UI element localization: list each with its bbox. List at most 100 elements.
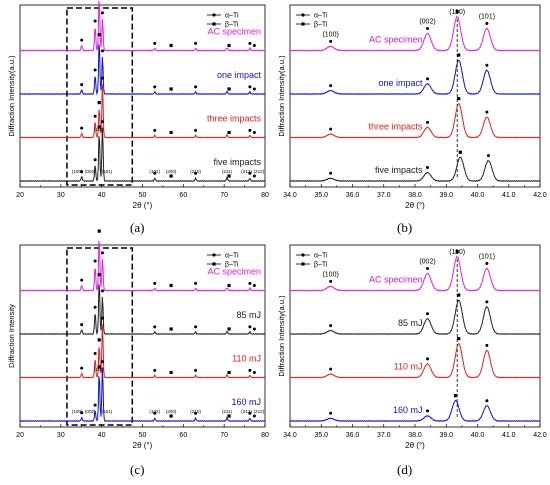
x-tick-label: 42.0: [533, 432, 547, 439]
x-tick-label: 70: [220, 432, 228, 439]
alpha-ti-marker: [80, 411, 84, 415]
alpha-ti-marker: [426, 409, 429, 413]
beta-ti-marker: [97, 100, 101, 105]
miller-index-label: (200): [166, 169, 177, 174]
alpha-ti-marker: [194, 85, 198, 89]
alpha-ti-marker: [100, 251, 104, 255]
series-label: AC specimen: [207, 27, 261, 37]
legend-beta-marker: [301, 262, 305, 266]
beta-ti-marker: [227, 130, 231, 135]
legend-beta-marker: [212, 22, 216, 26]
alpha-ti-marker: [93, 305, 97, 309]
y-axis-label: Diffraction Intensity(a.u.): [7, 55, 16, 137]
alpha-ti-marker: [248, 41, 252, 45]
miller-index-label: (110): [94, 127, 105, 132]
alpha-ti-marker: [485, 110, 489, 114]
alpha-ti-marker: [485, 261, 489, 265]
miller-index-label: (210): [190, 409, 201, 414]
alpha-ti-marker: [153, 368, 157, 372]
alpha-ti-marker: [80, 83, 84, 87]
series-label: AC specimen: [369, 35, 423, 45]
peak-index-label: (101): [479, 253, 495, 260]
series-line: [19, 84, 266, 139]
alpha-ti-marker: [485, 300, 489, 304]
beta-ti-marker: [455, 249, 459, 254]
series-line: [289, 343, 541, 379]
alpha-ti-marker: [93, 19, 97, 23]
alpha-ti-marker: [93, 114, 97, 118]
x-tick-label: 50: [139, 192, 147, 199]
miller-index-label: (200): [166, 409, 177, 414]
x-axis-label: 2θ (°): [133, 441, 153, 450]
alpha-ti-marker: [252, 87, 256, 91]
peak-index-label: (100): [322, 31, 338, 38]
legend-label: α–Ti: [314, 253, 328, 260]
alpha-ti-marker: [100, 316, 104, 320]
legend-label: α–Ti: [225, 13, 239, 20]
legend-label: α–Ti: [225, 253, 239, 260]
series-line: [19, 284, 266, 336]
alpha-ti-marker: [80, 38, 84, 42]
series-line: [289, 256, 541, 292]
beta-ti-marker: [227, 174, 231, 178]
series-label: five impacts: [375, 165, 423, 175]
beta-ti-marker: [457, 336, 461, 341]
alpha-ti-marker: [153, 411, 157, 415]
alpha-ti-marker: [93, 259, 97, 263]
series-line: [289, 59, 541, 95]
alpha-ti-marker: [80, 278, 84, 282]
x-tick-label: 34.0: [283, 432, 297, 439]
beta-ti-marker: [97, 365, 101, 369]
alpha-ti-marker: [329, 39, 333, 43]
alpha-ti-marker: [248, 411, 252, 415]
legend-label: β–Ti: [225, 262, 239, 269]
beta-ti-marker: [169, 43, 173, 48]
series-label: three impacts: [207, 114, 262, 124]
series-label: five impacts: [213, 157, 261, 167]
x-tick-label: 37.0: [377, 192, 391, 199]
miller-index-label: (101): [102, 409, 113, 414]
series-label: AC specimen: [207, 267, 261, 277]
peak-index-label: (110): [449, 9, 465, 16]
beta-ti-marker: [169, 414, 173, 418]
y-axis-label: Diffraction Intensity: [7, 304, 16, 368]
beta-ti-marker: [227, 414, 231, 418]
alpha-ti-marker: [426, 267, 429, 271]
series-line: [19, 367, 266, 423]
alpha-ti-marker: [485, 343, 489, 347]
series-label: one impact: [217, 70, 262, 80]
x-tick-label: 40: [98, 192, 106, 199]
beta-ti-marker: [169, 87, 173, 91]
miller-index-label: (210): [190, 169, 201, 174]
alpha-ti-marker: [486, 154, 490, 158]
alpha-ti-marker: [100, 49, 104, 53]
beta-ti-marker: [169, 283, 173, 288]
alpha-ti-marker: [485, 399, 489, 403]
series-line: [19, 127, 266, 183]
beta-ti-marker: [97, 33, 101, 37]
miller-index-label: (101): [102, 169, 113, 174]
panel-label-a: (a): [130, 220, 145, 235]
alpha-ti-marker: [80, 126, 84, 130]
series-line: [289, 399, 541, 422]
legend-label: β–Ti: [314, 262, 328, 269]
alpha-ti-marker: [100, 360, 104, 364]
miller-index-label: (212): [254, 169, 265, 174]
series-line: [19, 324, 266, 379]
series-line: [289, 103, 541, 139]
x-tick-label: 80: [261, 432, 269, 439]
alpha-ti-marker: [153, 128, 157, 132]
legend-label: α–Ti: [314, 13, 328, 20]
x-tick-label: 20: [16, 192, 24, 199]
x-tick-label: 30: [57, 432, 65, 439]
alpha-ti-marker: [100, 76, 104, 80]
alpha-ti-marker: [80, 323, 84, 327]
x-tick-label: 36.0: [346, 192, 360, 199]
x-tick-label: 40.0: [471, 192, 485, 199]
alpha-ti-marker: [426, 166, 429, 170]
x-tick-label: 34.0: [283, 192, 297, 199]
x-tick-label: 60: [179, 192, 187, 199]
beta-ti-marker: [457, 96, 461, 101]
y-axis-label: Diffraction Intensity(a.u.): [277, 295, 286, 377]
